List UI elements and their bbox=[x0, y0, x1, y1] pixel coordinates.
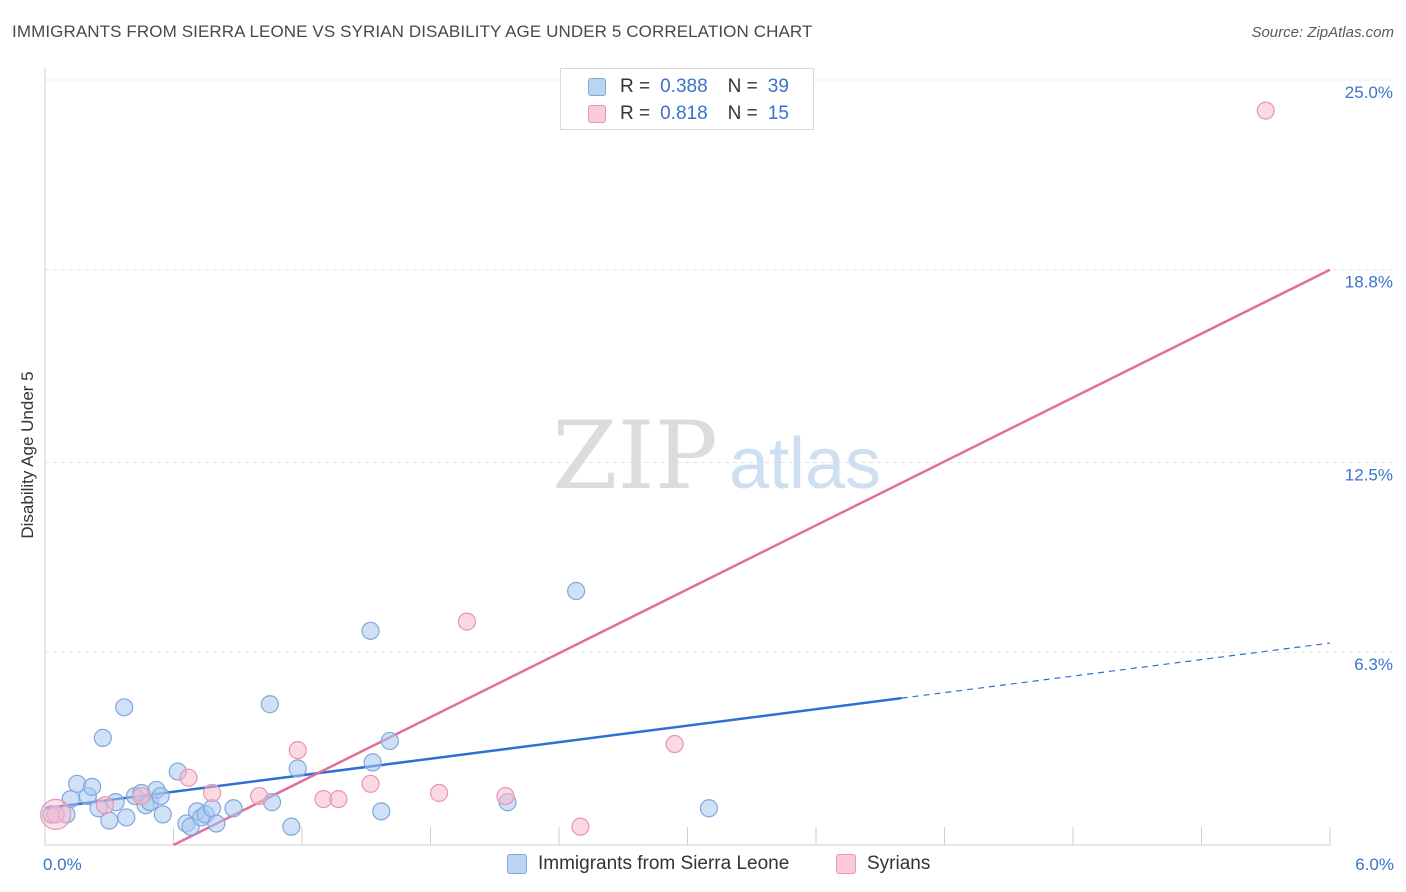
legend-r-label: R = bbox=[620, 103, 651, 124]
watermark-zip: ZIP bbox=[552, 402, 718, 511]
legend-r-value: 0.818 bbox=[660, 103, 708, 124]
source-label: Source: ZipAtlas.com bbox=[1251, 24, 1394, 41]
sierra-leone-point bbox=[363, 753, 382, 772]
sierra-leone-point bbox=[567, 581, 586, 601]
bottom-legend-swatch-pink bbox=[836, 854, 856, 874]
syrians-point bbox=[429, 783, 449, 803]
sierra-leone-point bbox=[224, 799, 243, 818]
syrians-point bbox=[288, 741, 307, 760]
syrians-point bbox=[571, 817, 590, 836]
legend-n-value: 39 bbox=[767, 76, 789, 97]
syrians-point bbox=[40, 798, 72, 831]
chart-title: IMMIGRANTS FROM SIERRA LEONE VS SYRIAN D… bbox=[12, 22, 813, 41]
syrians-trend-line bbox=[172, 268, 1331, 847]
sierra-leone-trend-extrapolation bbox=[901, 642, 1331, 699]
legend-n-label: N = bbox=[727, 76, 758, 97]
syrians-point bbox=[202, 783, 222, 803]
syrians-point bbox=[46, 805, 65, 824]
bottom-legend-sierra-leone: Immigrants from Sierra Leone bbox=[507, 851, 789, 877]
sierra-leone-point bbox=[100, 811, 119, 830]
trend-lines bbox=[44, 268, 1331, 847]
bottom-legend-swatch-blue bbox=[507, 854, 527, 874]
x-tick-label: 6.0% bbox=[1355, 855, 1394, 874]
bottom-legend-syrians: Syrians bbox=[836, 851, 930, 877]
y-tick-label: 12.5% bbox=[1345, 466, 1393, 485]
bottom-legend-label: Syrians bbox=[867, 853, 931, 874]
sierra-leone-point bbox=[282, 817, 301, 836]
syrians-point bbox=[250, 786, 269, 806]
syrians-point bbox=[132, 786, 151, 806]
sierra-leone-point bbox=[93, 728, 112, 748]
sierra-leone-point bbox=[115, 698, 134, 717]
sierra-leone-point bbox=[153, 805, 172, 824]
legend-n-label: N = bbox=[727, 103, 758, 124]
x-tick-label: 0.0% bbox=[43, 855, 82, 874]
syrians-point bbox=[496, 786, 515, 806]
grid-lines bbox=[45, 79, 1392, 653]
sierra-leone-trend-line bbox=[44, 696, 902, 810]
sierra-leone-point bbox=[202, 799, 222, 818]
y-tick-label: 25.0% bbox=[1345, 83, 1393, 102]
y-axis-label: Disability Age Under 5 bbox=[18, 371, 37, 539]
sierra-leone-point bbox=[207, 814, 226, 833]
syrians-point bbox=[179, 768, 198, 787]
sierra-leone-point bbox=[372, 802, 391, 821]
sierra-leone-point bbox=[83, 777, 102, 796]
y-tick-label: 6.3% bbox=[1354, 655, 1393, 674]
legend-r-label: R = bbox=[620, 76, 651, 97]
sierra-leone-point bbox=[699, 799, 719, 818]
sierra-leone-point bbox=[260, 695, 279, 714]
sierra-leone-point bbox=[288, 759, 307, 778]
syrians-point bbox=[95, 796, 115, 815]
syrians-point bbox=[1256, 101, 1275, 120]
legend-row-sierra-leone: R = 0.388 N = 39 bbox=[588, 75, 789, 99]
syrians-point bbox=[329, 789, 348, 809]
sierra-leone-point bbox=[380, 731, 399, 751]
syrians-point bbox=[361, 774, 380, 793]
sierra-leone-point bbox=[117, 808, 136, 827]
legend-n-value: 15 bbox=[767, 103, 789, 124]
correlation-legend: R = 0.388 N = 39 R = 0.818 N = 15 bbox=[560, 68, 814, 130]
legend-swatch-blue bbox=[588, 78, 606, 96]
syrians-point bbox=[457, 612, 477, 631]
y-tick-label: 18.8% bbox=[1345, 273, 1393, 292]
data-points bbox=[40, 101, 1275, 836]
syrians-point bbox=[665, 734, 684, 754]
bottom-legend-label: Immigrants from Sierra Leone bbox=[538, 853, 790, 874]
legend-row-syrians: R = 0.818 N = 15 bbox=[588, 102, 789, 126]
tick-labels: 6.3% 12.5% 18.8% 25.0% 0.0% 6.0% bbox=[43, 83, 1394, 874]
sierra-leone-point bbox=[361, 621, 380, 640]
sierra-leone-point bbox=[151, 786, 170, 806]
watermark: ZIP atlas bbox=[552, 402, 881, 511]
legend-r-value: 0.388 bbox=[660, 76, 708, 97]
watermark-atlas: atlas bbox=[729, 424, 881, 504]
legend-swatch-pink bbox=[588, 105, 606, 123]
axes bbox=[44, 68, 1331, 846]
